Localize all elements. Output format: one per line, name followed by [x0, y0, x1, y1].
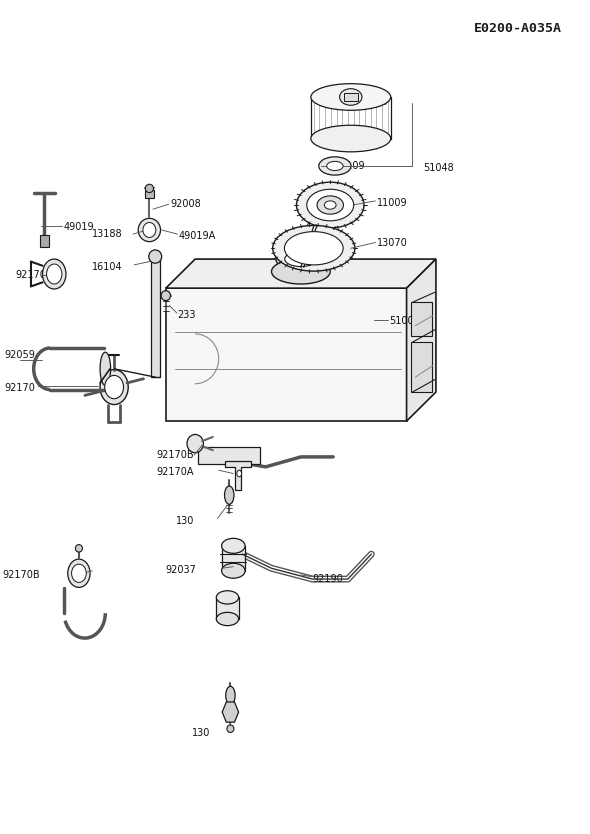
Ellipse shape — [100, 352, 110, 385]
Ellipse shape — [237, 470, 241, 477]
Polygon shape — [166, 259, 436, 289]
Bar — [198, 447, 260, 464]
Ellipse shape — [217, 590, 238, 604]
Text: 13188: 13188 — [93, 229, 123, 239]
Text: 92170B: 92170B — [156, 450, 194, 460]
Ellipse shape — [47, 264, 62, 284]
Text: 130: 130 — [192, 728, 211, 738]
Text: eReplacementParts.com: eReplacementParts.com — [196, 358, 323, 368]
Bar — [150, 257, 160, 377]
Ellipse shape — [138, 219, 160, 242]
Ellipse shape — [284, 232, 343, 265]
Ellipse shape — [317, 196, 343, 214]
Ellipse shape — [42, 259, 66, 289]
Ellipse shape — [145, 184, 153, 193]
Text: 92170B: 92170B — [2, 570, 40, 580]
Ellipse shape — [226, 686, 235, 705]
Text: 49109: 49109 — [335, 161, 365, 171]
Text: 16104: 16104 — [93, 262, 123, 272]
Text: 11009: 11009 — [377, 198, 408, 208]
Text: 92037: 92037 — [166, 565, 196, 575]
Text: 233: 233 — [178, 309, 196, 319]
Polygon shape — [166, 289, 407, 421]
Ellipse shape — [68, 559, 90, 587]
Ellipse shape — [222, 539, 245, 553]
Text: 49019A: 49019A — [179, 231, 216, 241]
Ellipse shape — [143, 223, 156, 238]
Text: 92190: 92190 — [313, 574, 343, 584]
Bar — [40, 235, 49, 247]
Polygon shape — [217, 597, 238, 619]
Text: E0200-A035A: E0200-A035A — [474, 23, 562, 35]
Ellipse shape — [222, 563, 245, 578]
Text: 49019: 49019 — [64, 222, 94, 232]
Ellipse shape — [311, 125, 391, 152]
Ellipse shape — [187, 435, 204, 453]
Ellipse shape — [76, 545, 83, 552]
Text: 51048: 51048 — [423, 163, 454, 173]
Ellipse shape — [296, 182, 364, 228]
Ellipse shape — [311, 83, 391, 110]
Ellipse shape — [319, 157, 351, 175]
Ellipse shape — [271, 259, 330, 284]
Polygon shape — [222, 702, 238, 722]
Text: 92170: 92170 — [15, 270, 47, 280]
Ellipse shape — [100, 369, 128, 404]
Ellipse shape — [276, 247, 326, 272]
Bar — [145, 190, 154, 198]
Bar — [411, 302, 432, 335]
Text: 130: 130 — [176, 516, 195, 526]
Text: 92059: 92059 — [4, 350, 35, 360]
Text: 92170A: 92170A — [156, 467, 194, 477]
Ellipse shape — [225, 486, 234, 505]
Polygon shape — [225, 461, 251, 490]
Ellipse shape — [327, 162, 343, 170]
Bar — [344, 93, 358, 101]
Polygon shape — [311, 97, 391, 138]
Ellipse shape — [161, 291, 171, 300]
Ellipse shape — [273, 225, 355, 271]
Ellipse shape — [217, 612, 238, 626]
Ellipse shape — [340, 88, 362, 105]
Ellipse shape — [307, 189, 354, 221]
Polygon shape — [222, 545, 245, 570]
Text: 92170: 92170 — [4, 383, 35, 393]
Ellipse shape — [105, 375, 123, 399]
Bar — [411, 342, 432, 392]
Ellipse shape — [149, 250, 162, 264]
Ellipse shape — [227, 725, 234, 732]
Polygon shape — [407, 259, 436, 421]
Text: 13070: 13070 — [377, 239, 408, 249]
Ellipse shape — [71, 564, 86, 582]
Text: 92008: 92008 — [171, 199, 201, 209]
Text: 51001: 51001 — [389, 315, 420, 325]
Ellipse shape — [285, 252, 317, 267]
Ellipse shape — [324, 201, 336, 209]
